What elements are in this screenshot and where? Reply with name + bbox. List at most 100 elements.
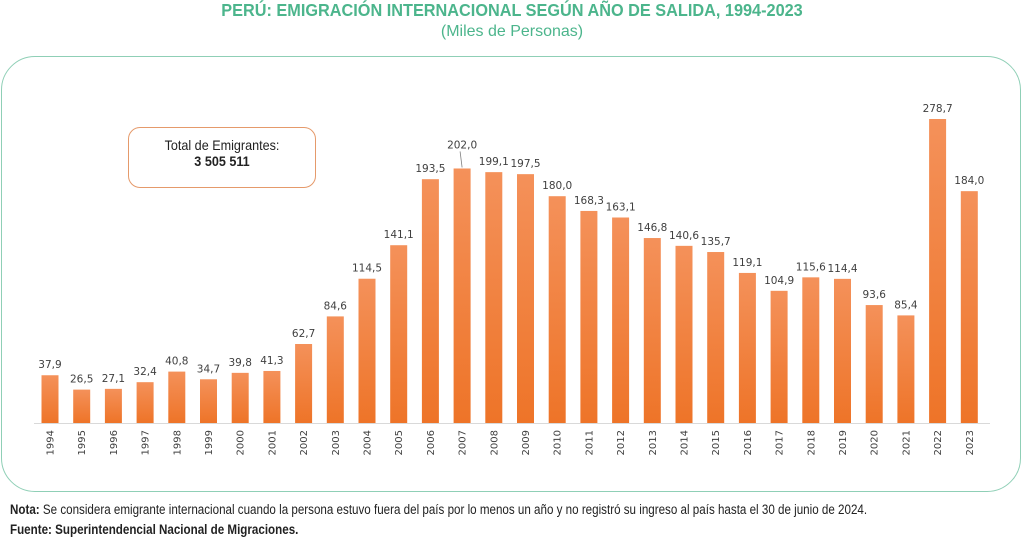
data-label-2008: 199,1 (479, 156, 509, 168)
x-tick-2009: 2009 (521, 430, 532, 455)
data-label-1997: 32,4 (133, 366, 157, 378)
data-label-2023: 184,0 (954, 175, 984, 187)
label-leader-line-2007 (459, 151, 463, 168)
x-tick-2013: 2013 (648, 430, 659, 455)
data-label-1995: 26,5 (70, 374, 93, 386)
bar-2000 (231, 372, 249, 423)
bar-1994 (41, 375, 59, 423)
bar-2023 (960, 191, 978, 423)
bar-2004 (358, 278, 376, 423)
bars-group (41, 119, 978, 423)
bar-1996 (104, 388, 122, 423)
x-tick-1996: 1996 (109, 430, 120, 455)
x-tick-2015: 2015 (711, 430, 722, 455)
x-tick-1995: 1995 (77, 430, 88, 455)
bar-2011 (580, 210, 598, 423)
x-tick-2023: 2023 (965, 430, 976, 455)
data-label-2003: 84,6 (324, 300, 348, 312)
x-tick-2010: 2010 (553, 430, 564, 455)
x-tick-2020: 2020 (870, 430, 881, 455)
x-tick-2011: 2011 (584, 430, 595, 455)
x-tick-2014: 2014 (680, 430, 691, 455)
bar-2007 (453, 168, 471, 423)
data-label-2011: 168,3 (574, 195, 604, 207)
bar-2002 (295, 343, 313, 423)
data-label-2005: 141,1 (384, 229, 414, 241)
data-label-2009: 197,5 (510, 158, 540, 170)
bar-2006 (421, 179, 439, 423)
x-tick-2018: 2018 (806, 430, 817, 455)
bar-2010 (548, 196, 566, 423)
data-label-2004: 114,5 (352, 263, 382, 275)
data-label-1994: 37,9 (38, 359, 61, 371)
bar-1997 (136, 382, 154, 423)
x-tick-2001: 2001 (267, 430, 278, 455)
chart-frame (1, 56, 1021, 492)
bar-2019 (834, 278, 851, 423)
bar-2012 (612, 217, 630, 423)
data-label-2000: 39,8 (229, 357, 252, 369)
bar-2001 (263, 370, 281, 423)
x-tick-2003: 2003 (331, 430, 342, 455)
x-tick-2000: 2000 (236, 430, 247, 455)
source-note: Fuente: Superintendencial Nacional de Mi… (10, 522, 299, 537)
data-label-1998: 40,8 (165, 356, 188, 368)
data-label-2015: 135,7 (701, 236, 731, 248)
data-label-1999: 34,7 (197, 363, 220, 375)
data-label-1996: 27,1 (102, 373, 125, 385)
chart-title: PERÚ: EMIGRACIÓN INTERNACIONAL SEGÚN AÑO… (221, 0, 803, 20)
data-label-2006: 193,5 (415, 163, 445, 175)
data-label-2021: 85,4 (894, 299, 918, 311)
x-tick-2006: 2006 (426, 430, 437, 455)
bar-2014 (675, 245, 693, 423)
data-label-2016: 119,1 (732, 257, 762, 269)
data-label-2007: 202,0 (447, 139, 477, 151)
bar-2022 (929, 119, 947, 423)
x-tick-2004: 2004 (363, 430, 374, 455)
data-label-2002: 62,7 (292, 328, 315, 340)
bar-1998 (168, 371, 186, 423)
x-tick-2017: 2017 (775, 430, 786, 455)
bar-2021 (897, 315, 915, 423)
x-tick-1999: 1999 (204, 430, 215, 455)
bar-2017 (770, 290, 788, 423)
x-tick-2012: 2012 (616, 430, 627, 455)
bar-2003 (326, 316, 344, 423)
x-tick-2019: 2019 (838, 430, 849, 455)
data-label-2001: 41,3 (260, 355, 283, 367)
data-label-2013: 146,8 (637, 222, 667, 234)
chart-subtitle: (Miles de Personas) (440, 23, 584, 40)
total-emigrants-value: 3 505 511 (194, 153, 250, 169)
bar-2005 (390, 245, 408, 423)
footnote-text: Se considera emigrante internacional cua… (39, 502, 868, 517)
x-tick-2016: 2016 (743, 430, 754, 455)
bar-labels-group: 37,9 26,5 27,1 32,4 40,8 34,7 39,8 41,3 62,7 84,6… (38, 103, 984, 386)
data-label-2012: 163,1 (606, 201, 636, 213)
data-label-2017: 104,9 (764, 275, 794, 287)
data-label-2020: 93,6 (863, 289, 887, 301)
x-tick-1997: 1997 (141, 430, 152, 455)
data-label-2010: 180,0 (542, 180, 572, 192)
data-label-2014: 140,6 (669, 230, 699, 242)
data-label-2022: 278,7 (923, 103, 953, 115)
bar-2013 (643, 238, 661, 423)
data-label-2019: 114,4 (827, 263, 857, 275)
bar-2009 (517, 174, 534, 423)
x-tick-1998: 1998 (172, 430, 183, 455)
footnote: Nota: Se considera emigrante internacion… (10, 502, 867, 517)
x-tick-2005: 2005 (394, 430, 405, 455)
bar-2018 (802, 277, 820, 423)
x-tick-2022: 2022 (933, 430, 944, 455)
bar-1999 (200, 379, 217, 423)
x-tick-2008: 2008 (489, 430, 500, 455)
bar-2015 (707, 252, 725, 423)
bar-2008 (485, 172, 503, 423)
x-tick-2007: 2007 (458, 430, 469, 455)
footnote-label: Nota: (10, 502, 40, 517)
bar-2016 (738, 272, 756, 423)
x-tick-labels-group: 1994 1995 1996 1997 1998 1999 2000 2001 2002 2003… (46, 430, 976, 455)
total-emigrants-label: Total de Emigrantes: (164, 137, 280, 153)
data-label-2018: 115,6 (796, 261, 826, 273)
bar-2020 (865, 305, 883, 423)
